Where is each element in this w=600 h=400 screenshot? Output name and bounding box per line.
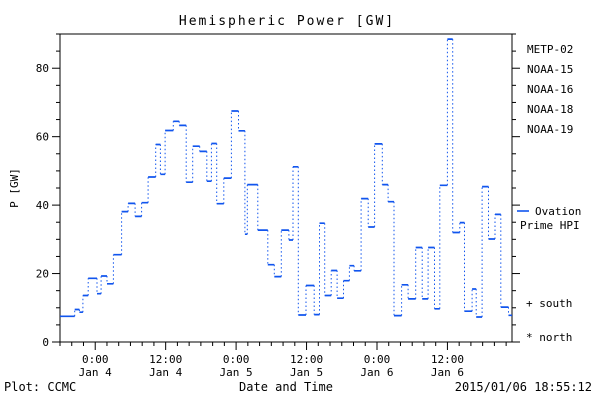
chart-title: Hemispheric Power [GW] bbox=[179, 14, 395, 29]
x-tick-label-date: Jan 5 bbox=[290, 366, 323, 379]
x-tick-label-time: 12:00 bbox=[149, 353, 182, 366]
x-tick-label-time: 0:00 bbox=[223, 353, 250, 366]
y-tick-label: 20 bbox=[36, 268, 49, 281]
plot-credit: Plot: CCMC bbox=[4, 380, 76, 394]
x-tick-label-date: Jan 4 bbox=[79, 366, 112, 379]
x-tick-label-date: Jan 6 bbox=[431, 366, 464, 379]
plot-timestamp: 2015/01/06 18:55:12 bbox=[455, 380, 592, 394]
x-tick-label-date: Jan 4 bbox=[149, 366, 182, 379]
y-axis-title: P [GW] bbox=[8, 168, 21, 208]
x-tick-label-time: 12:00 bbox=[290, 353, 323, 366]
x-tick-label-time: 0:00 bbox=[364, 353, 391, 366]
legend-satellite-noaa-16: NOAA-16 bbox=[527, 83, 573, 96]
y-tick-label: 60 bbox=[36, 131, 49, 144]
x-axis-title: Date and Time bbox=[239, 380, 333, 394]
legend-satellite-metp-02: METP-02 bbox=[527, 43, 573, 56]
marker-legend-north: * north bbox=[526, 331, 572, 344]
x-tick-label-date: Jan 6 bbox=[360, 366, 393, 379]
legend-satellite-noaa-15: NOAA-15 bbox=[527, 63, 573, 76]
y-tick-label: 0 bbox=[42, 336, 49, 349]
x-tick-label-time: 12:00 bbox=[431, 353, 464, 366]
x-tick-label-time: 0:00 bbox=[82, 353, 109, 366]
x-tick-label-date: Jan 5 bbox=[220, 366, 253, 379]
hpi-step-line-levels bbox=[60, 38, 512, 318]
y-tick-label: 80 bbox=[36, 62, 49, 75]
y-tick-label: 40 bbox=[36, 199, 49, 212]
ovation-legend-line2: Prime HPI bbox=[520, 219, 580, 232]
plot-box bbox=[59, 33, 513, 343]
hpi-step-line-vertical-connectors bbox=[74, 39, 509, 317]
legend-satellite-noaa-19: NOAA-19 bbox=[527, 123, 573, 136]
ovation-legend-line1: Ovation bbox=[535, 205, 581, 218]
legend-satellite-noaa-18: NOAA-18 bbox=[527, 103, 573, 116]
marker-legend-south: + south bbox=[526, 297, 572, 310]
